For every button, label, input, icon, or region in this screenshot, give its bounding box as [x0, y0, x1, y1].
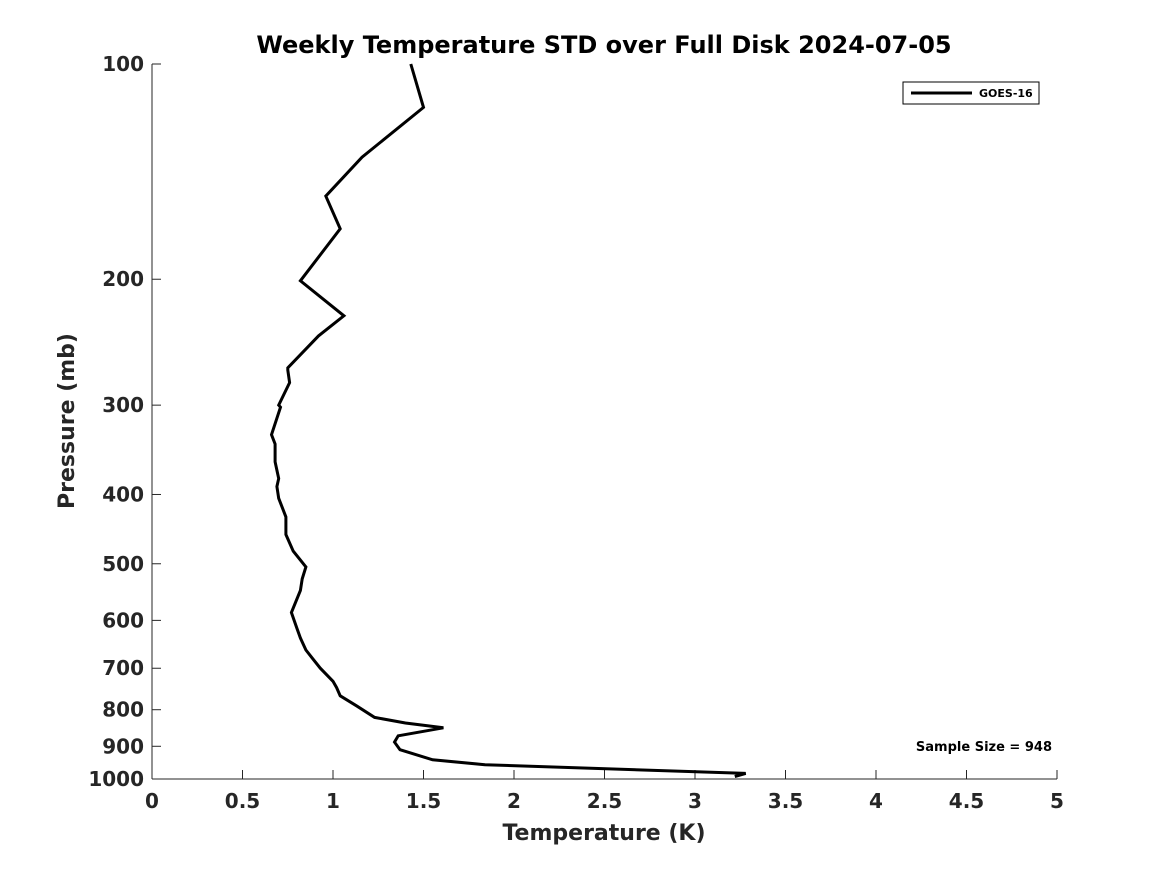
x-tick-label: 2 [507, 789, 521, 813]
y-tick-label: 100 [102, 52, 144, 76]
x-tick-label: 2.5 [587, 789, 622, 813]
y-axis-label: Pressure (mb) [55, 333, 80, 509]
x-tick-label: 0 [145, 789, 159, 813]
x-tick-label: 3.5 [768, 789, 803, 813]
x-tick-label: 3 [688, 789, 702, 813]
chart-title: Weekly Temperature STD over Full Disk 20… [256, 31, 951, 59]
x-ticks: 0 0.5 1 1.5 2 2.5 3 3.5 4 4.5 5 [145, 770, 1064, 813]
y-tick-label: 900 [102, 734, 144, 758]
y-tick-label: 400 [102, 482, 144, 506]
series-layer [269, 63, 747, 778]
x-tick-label: 0.5 [225, 789, 260, 813]
y-tick-label: 800 [102, 698, 144, 722]
x-tick-label: 5 [1050, 789, 1064, 813]
sample-size-annotation: Sample Size = 948 [916, 740, 1052, 755]
x-tick-label: 1 [326, 789, 340, 813]
x-tick-label: 1.5 [406, 789, 441, 813]
legend-label-goes-16: GOES-16 [979, 87, 1033, 100]
axes: 0 0.5 1 1.5 2 2.5 3 3.5 4 4.5 5 100 200 300 400 500 600… [88, 52, 1064, 813]
y-tick-label: 700 [102, 656, 144, 680]
series-line-goes-16 [269, 63, 747, 778]
legend: GOES-16 [902, 81, 1040, 105]
y-tick-label: 500 [102, 552, 144, 576]
y-tick-label: 600 [102, 608, 144, 632]
y-ticks: 100 200 300 400 500 600 700 800 900 1000 [88, 52, 161, 791]
y-tick-label: 200 [102, 267, 144, 291]
x-axis-label: Temperature (K) [502, 821, 705, 846]
x-tick-label: 4 [869, 789, 883, 813]
y-tick-label: 1000 [88, 767, 144, 791]
x-tick-label: 4.5 [949, 789, 984, 813]
y-tick-label: 300 [102, 393, 144, 417]
